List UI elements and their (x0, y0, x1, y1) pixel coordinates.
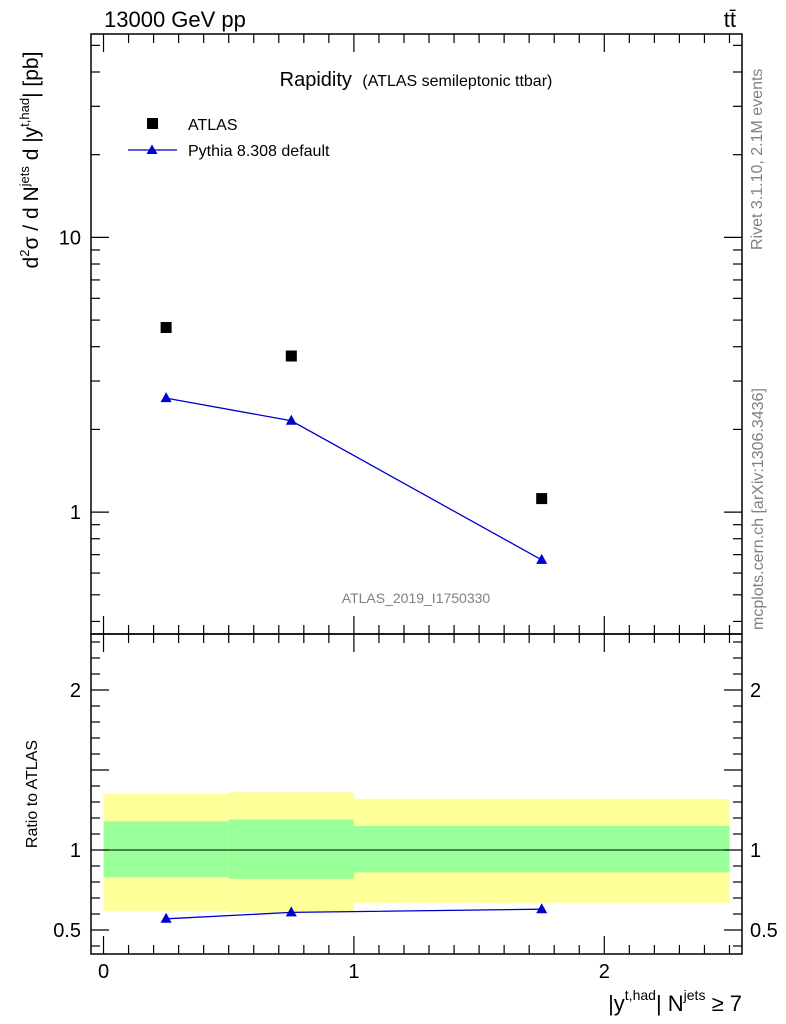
ylabel-b: 2 (17, 250, 32, 257)
pythia-line (165, 397, 543, 561)
rivet-label: Rivet 3.1.10, 2.1M events (749, 69, 766, 250)
xlabel-a: |y (608, 991, 625, 1016)
main-data-marks (160, 321, 548, 564)
ratio-y-tick-label-right: 1 (750, 840, 761, 862)
ratio-stat-band (103, 821, 229, 878)
ratio-y-tick-label-left: 0.5 (53, 920, 81, 942)
atlas-data-point (285, 350, 297, 362)
legend-label-pythia: Pythia 8.308 default (188, 143, 330, 160)
atlas-data-point (160, 321, 172, 333)
ratio-y-axis-label: Ratio to ATLAS (24, 740, 41, 848)
main-axis-ticks: 1 10 (59, 34, 742, 634)
title-sub: (ATLAS semileptonic ttbar) (362, 73, 552, 90)
xlabel-c: | N (656, 991, 684, 1016)
ratio-data-marks (91, 849, 742, 923)
pythia-data-point (160, 392, 172, 403)
ylabel-c: σ / d N (20, 186, 43, 249)
ylabel-a: d (20, 257, 43, 269)
x-tick-label: 0 (98, 961, 109, 983)
ratio-bands (103, 792, 730, 913)
ratio-y-tick-label-left: 1 (70, 840, 81, 862)
xlabel-b: t,had (625, 987, 656, 1003)
ratio-plot-frame (90, 633, 743, 955)
atlas-data-point (536, 493, 548, 505)
ylabel-f: t,had (17, 98, 32, 127)
title-main: Rapidity (280, 69, 352, 91)
main-title: Rapidity (ATLAS semileptonic ttbar) (280, 69, 553, 91)
ratio-y-tick-label-right: 2 (750, 680, 761, 702)
ratio-stat-band (353, 826, 730, 873)
x-axis-label: |yt,had| Njets ≥ 7 (608, 987, 742, 1016)
pythia-data-point (285, 414, 297, 425)
legend: ATLAS Pythia 8.308 default (128, 117, 330, 160)
pythia-ratio-point (285, 906, 297, 917)
legend-marker-atlas (147, 118, 158, 129)
analysis-watermark: ATLAS_2019_I1750330 (342, 590, 491, 606)
energy-label: 13000 GeV pp (104, 7, 246, 32)
pythia-data-point (536, 553, 548, 564)
ratio-axis-ticks: 0 1 2 0.5 0.5 1 1 2 2 (53, 634, 778, 983)
legend-marker-pythia (146, 144, 158, 154)
pythia-ratio-point (160, 912, 172, 923)
main-y-tick-label: 1 (70, 502, 81, 524)
mcplots-label: mcplots.cern.ch [arXiv:1306.3436] (750, 388, 767, 630)
xlabel-e: ≥ 7 (705, 991, 742, 1016)
ylabel-e: d |y (20, 126, 43, 166)
x-tick-label: 2 (599, 961, 610, 983)
ratio-y-tick-label-left: 2 (70, 680, 81, 702)
ylabel-g: | [pb] (20, 52, 43, 98)
x-tick-label: 1 (348, 961, 359, 983)
ratio-stat-band (228, 819, 354, 879)
main-y-axis-label: d2σ / d Njets d |yt,had| [pb] (17, 52, 43, 269)
process-label: tt̄ (724, 7, 736, 32)
main-panel: 110 Rapidity (ATLAS semileptonic ttbar) … (17, 33, 743, 635)
xlabel-d: jets (683, 987, 706, 1003)
main-y-tick-label: 10 (59, 227, 81, 249)
legend-label-atlas: ATLAS (188, 117, 238, 134)
pythia-ratio-point (536, 903, 548, 914)
ylabel-d: jets (17, 166, 32, 188)
ratio-panel: 0 1 2 0.5 0.5 1 1 2 2 Ratio to ATLAS |yt,had| Nj… (24, 633, 778, 1016)
ratio-y-tick-label-right: 0.5 (750, 920, 778, 942)
